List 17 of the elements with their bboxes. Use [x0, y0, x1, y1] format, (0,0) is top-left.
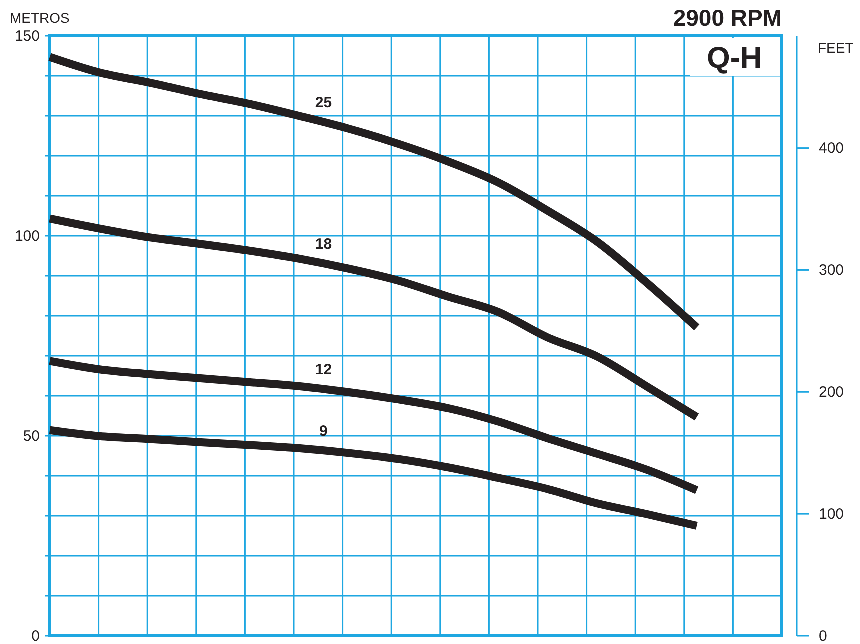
series-label: 25: [315, 94, 332, 112]
series-label: 18: [315, 236, 332, 253]
y-tick-label: 100: [14, 228, 40, 245]
y-tick-label: 50: [23, 428, 40, 445]
y2-tick-label: 400: [819, 140, 844, 158]
y-tick-label: 150: [14, 28, 40, 45]
y2-tick-label: 300: [819, 262, 844, 280]
y2-tick-label: 0: [819, 628, 828, 644]
y-axis-title: METROS: [10, 10, 70, 26]
y2-tick-label: 200: [819, 384, 844, 401]
chart-title: 2900 RPM: [673, 5, 782, 31]
y2-tick-label: 100: [819, 506, 844, 523]
y2-axis-title: FEET: [818, 40, 854, 56]
series-label: 12: [315, 361, 332, 378]
annotation: Q-H: [707, 42, 762, 75]
y-tick-label: 0: [32, 628, 40, 644]
series-label: 9: [320, 422, 328, 440]
